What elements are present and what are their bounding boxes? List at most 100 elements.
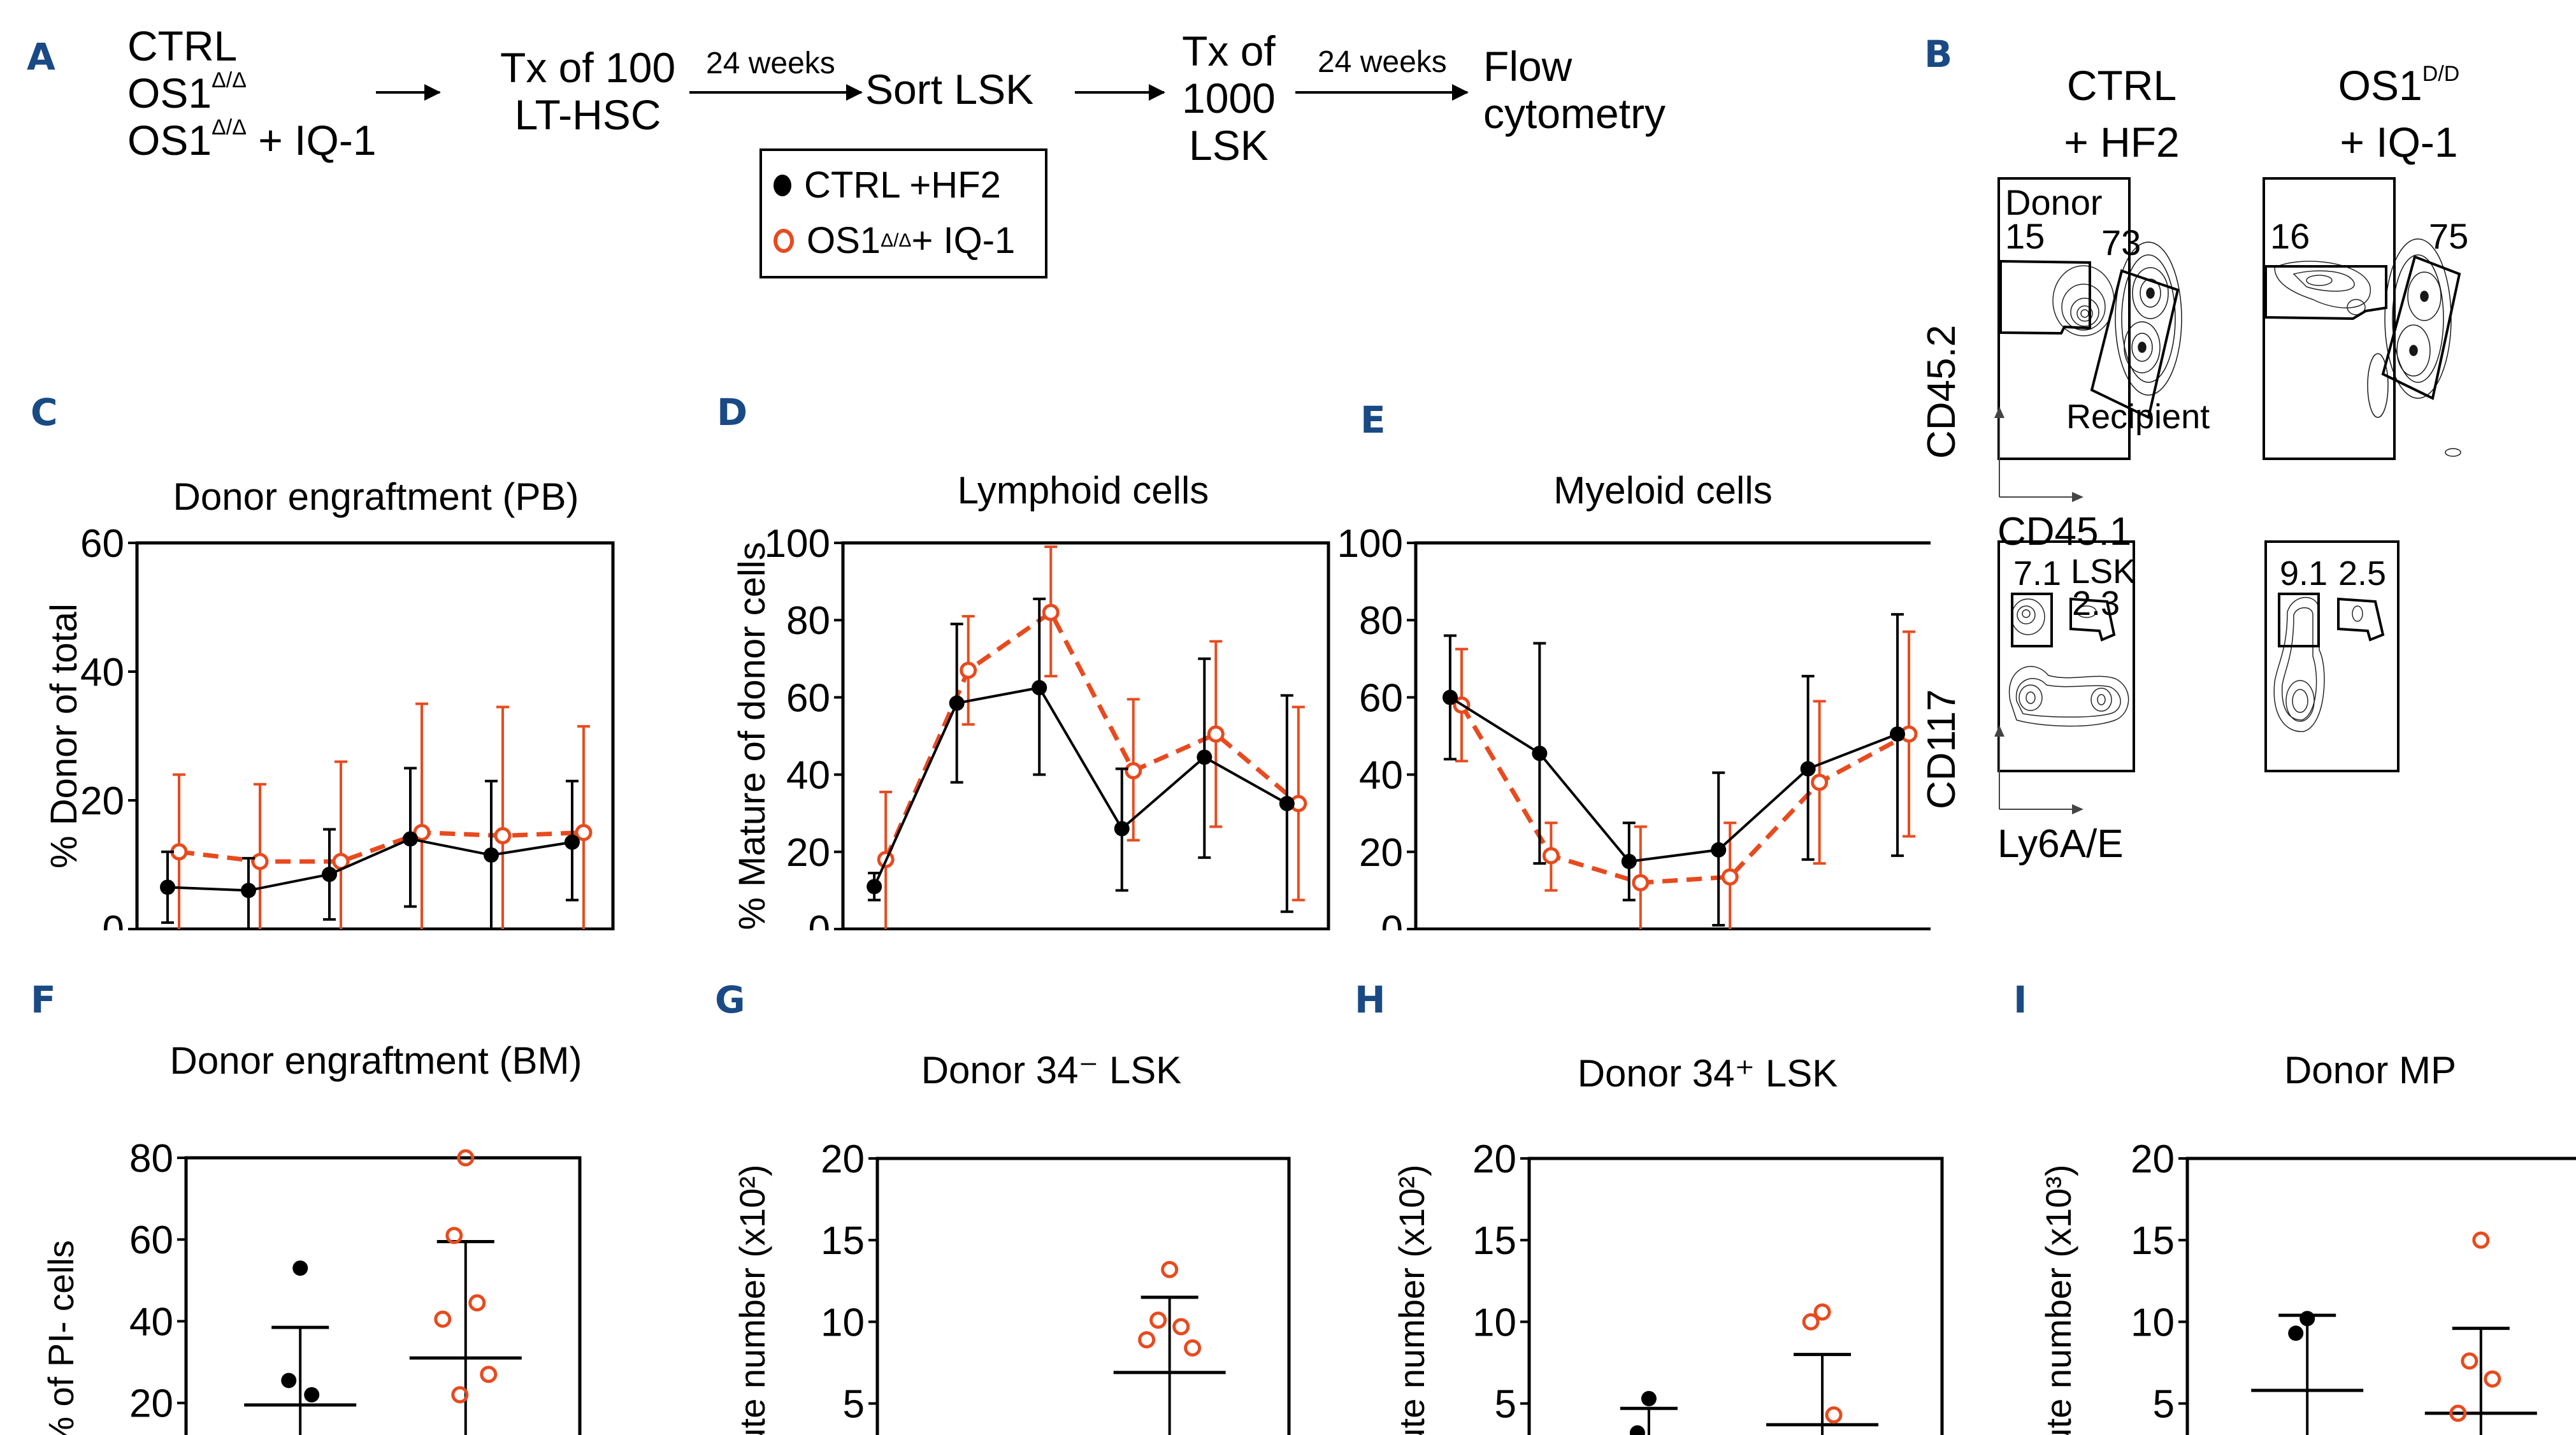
gate-value-recipient-ctrl: 73 <box>2101 222 2141 263</box>
y-tick-label: 0 <box>809 908 830 930</box>
data-point-os1 <box>1138 1331 1156 1349</box>
plot-frame <box>2185 1157 2576 1435</box>
y-tick-label: 80 <box>1359 599 1403 643</box>
data-point-ctrl <box>402 831 418 847</box>
data-point-ctrl <box>1114 821 1130 837</box>
plot-frame <box>1527 1157 1944 1435</box>
chart-donor-mp: Donor MP05101520Absolute number (x10³) <box>2038 1049 2576 1435</box>
step-sort-lsk: Sort LSK <box>865 66 1034 113</box>
data-point-os1 <box>434 1310 452 1328</box>
facs-y-axis-cd117: CD117 <box>1920 689 1964 809</box>
data-point-os1 <box>413 824 431 841</box>
data-point-os1 <box>1825 1406 1843 1424</box>
panel-label-b: B <box>1924 32 1953 76</box>
plot-frame <box>1414 541 1931 930</box>
arrow-label-24wk-1: 24 weeks <box>706 47 835 80</box>
panel-label-h: H <box>1355 978 1386 1021</box>
chart-donor-34neg-lsk: Donor 34⁻ LSK05101520Absolute number (x1… <box>732 1049 1291 1435</box>
y-tick-label: 20 <box>821 1137 865 1181</box>
y-tick-label: 20 <box>129 1382 173 1426</box>
y-tick-label: 60 <box>1359 676 1403 720</box>
step-flow-line2: cytometry <box>1483 89 1666 137</box>
contour-recipient-os1 <box>2367 238 2461 457</box>
plot-frame <box>184 1156 582 1435</box>
y-axis-label: % Mature of donor cells <box>731 542 773 930</box>
group-os1-iq1-sup: Δ/Δ <box>212 115 247 140</box>
y-tick-label: 20 <box>1359 831 1403 875</box>
group-os1-iq1-label: OS1 <box>127 116 212 164</box>
data-point-os1 <box>1721 868 1739 886</box>
facs-col-title-os1-line1: OS1 <box>2338 62 2422 109</box>
facs-x-axis-ly6ae: Ly6A/E <box>1997 822 2124 866</box>
series-line-os1 <box>1459 703 1910 885</box>
data-point-ctrl <box>2299 1311 2315 1327</box>
contour-lsk-os1 <box>2273 596 2363 732</box>
arrow-3 <box>1075 84 1165 101</box>
y-tick-label: 40 <box>786 754 830 798</box>
step-flow-line1: Flow <box>1483 43 1572 90</box>
contour-donor-os1 <box>2274 261 2371 315</box>
data-point-os1 <box>1149 1311 1167 1329</box>
data-point-ctrl <box>1629 1425 1645 1435</box>
series-line-ctrl <box>873 686 1288 888</box>
group-os1-iq1: OS1Δ/Δ + IQ-1 <box>127 117 377 164</box>
panel-label-d: D <box>717 391 748 434</box>
data-point-os1 <box>1813 1303 1831 1321</box>
gate-value-donor-os1: 16 <box>2270 216 2310 256</box>
facs-plot-cd45-os1: 16 75 <box>2263 177 2468 460</box>
gate-lsk-ctrl <box>2069 597 2116 642</box>
data-point-ctrl <box>564 834 580 850</box>
data-point-ctrl <box>1032 680 1047 696</box>
facs-col-title-os1-sup: D/D <box>2422 62 2460 86</box>
data-point-ctrl <box>2288 1325 2304 1341</box>
arrow-label-24wk-2: 24 weeks <box>1318 45 1447 79</box>
y-tick-label: 20 <box>80 779 124 823</box>
data-point-ctrl <box>1621 853 1637 869</box>
gate-value-lsk-ctrl-label: 2.3 <box>2072 584 2120 623</box>
y-tick-label: 10 <box>821 1301 865 1345</box>
plot-frame <box>841 541 1330 930</box>
data-point-ctrl <box>1890 726 1906 742</box>
legend-suffix-os1: + IQ-1 <box>911 220 1016 261</box>
data-point-os1 <box>1542 847 1560 865</box>
chart-donor-engraftment-pb: Donor engraftment (PB)02040604812162024W… <box>43 475 615 930</box>
data-point-os1 <box>1184 1339 1202 1357</box>
step-tx-1000-line2: 1000 <box>1182 74 1276 122</box>
y-tick-label: 60 <box>80 522 124 566</box>
y-axis-label: Absolute number (x10³) <box>2038 1164 2078 1435</box>
gate-recipient-ctrl <box>2090 269 2180 419</box>
legend-label-os1: OS1 <box>807 220 881 261</box>
data-point-os1 <box>1207 725 1225 743</box>
gate-label-lsk: LSK <box>2071 552 2136 591</box>
data-point-os1 <box>1172 1318 1190 1336</box>
data-point-os1 <box>2484 1370 2501 1388</box>
y-tick-label: 100 <box>1337 522 1403 566</box>
legend: CTRL +HF2 OS1 Δ/Δ + IQ-1 <box>759 148 1047 278</box>
data-point-ctrl <box>322 867 338 883</box>
chart-donor-engraftment-bm: Donor engraftment (BM)0204060806/67/9% o… <box>41 1039 582 1435</box>
chart-lymphoid-cells: Lymphoid cells0204060801004812162024Week… <box>731 469 1330 930</box>
y-tick-label: 40 <box>129 1300 173 1344</box>
y-tick-label: 40 <box>1359 754 1403 798</box>
facs-plot-lsk-os1: 9.1 2.5 <box>2264 540 2400 772</box>
panel-label-e: E <box>1360 398 1386 442</box>
data-point-ctrl <box>949 695 965 711</box>
facs-col-title-ctrl: CTRL + HF2 <box>2052 57 2192 171</box>
y-tick-label: 5 <box>2153 1383 2175 1427</box>
data-point-ctrl <box>1532 746 1548 761</box>
y-tick-label: 0 <box>103 908 124 930</box>
y-tick-label: 15 <box>2131 1219 2175 1263</box>
facs-col-title-ctrl-line1: CTRL <box>2066 62 2177 109</box>
series-line-os1 <box>883 609 1300 861</box>
data-point-os1 <box>2461 1352 2479 1370</box>
y-tick-label: 0 <box>1381 908 1403 930</box>
gate-kit-os1 <box>2278 593 2320 647</box>
group-os1-sup: Δ/Δ <box>212 68 247 92</box>
data-point-ctrl <box>160 879 176 895</box>
chart-title: Donor MP <box>2284 1049 2456 1092</box>
facs-plot-lsk-ctrl: LSK 7.1 2.3 <box>1997 540 2136 772</box>
data-point-os1 <box>1632 874 1650 891</box>
data-point-os1 <box>494 827 512 845</box>
group-ctrl-label: CTRL <box>127 22 238 69</box>
data-point-ctrl <box>292 1260 308 1276</box>
